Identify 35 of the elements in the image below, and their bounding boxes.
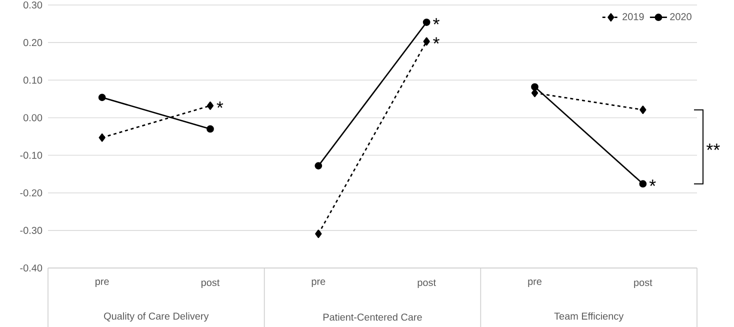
x-tick-label: pre bbox=[528, 280, 542, 287]
point bbox=[640, 106, 646, 114]
y-tick-label: 0.00 bbox=[23, 114, 42, 122]
text: ** bbox=[706, 144, 720, 150]
x-tick-label: post bbox=[418, 280, 436, 288]
annotation: * bbox=[216, 102, 224, 108]
text: Team Efficiency bbox=[554, 312, 624, 322]
point bbox=[531, 83, 538, 91]
point bbox=[98, 94, 106, 102]
y-tick-label: -0.20 bbox=[20, 189, 42, 196]
y-tick-label: -0.40 bbox=[20, 264, 42, 272]
y-tick-label: 0.30 bbox=[23, 1, 42, 9]
point bbox=[206, 125, 214, 133]
y-tick-label: 0.20 bbox=[23, 39, 42, 46]
point bbox=[314, 162, 322, 170]
annotation: * bbox=[433, 18, 440, 24]
x-tick-label: post bbox=[201, 280, 220, 288]
text: Quality of Care Delivery bbox=[104, 312, 209, 322]
annotation: * bbox=[649, 180, 656, 186]
y-tick-label: 0.10 bbox=[23, 76, 42, 84]
point bbox=[422, 18, 430, 26]
legend-label: 2020 bbox=[670, 13, 692, 20]
x-tick-label: pre bbox=[96, 280, 109, 287]
y-tick-label: -0.30 bbox=[20, 226, 42, 234]
legend-label: 2019 bbox=[622, 13, 644, 20]
text: Patient-Centered Care bbox=[323, 313, 422, 321]
y-tick-label: -0.10 bbox=[20, 152, 42, 159]
x-tick-label: pre bbox=[312, 280, 326, 287]
point bbox=[315, 230, 322, 238]
point bbox=[639, 180, 647, 188]
point bbox=[423, 37, 430, 46]
point bbox=[98, 133, 106, 142]
annotation: * bbox=[433, 37, 440, 44]
point bbox=[206, 102, 214, 110]
x-tick-label: post bbox=[634, 280, 652, 288]
